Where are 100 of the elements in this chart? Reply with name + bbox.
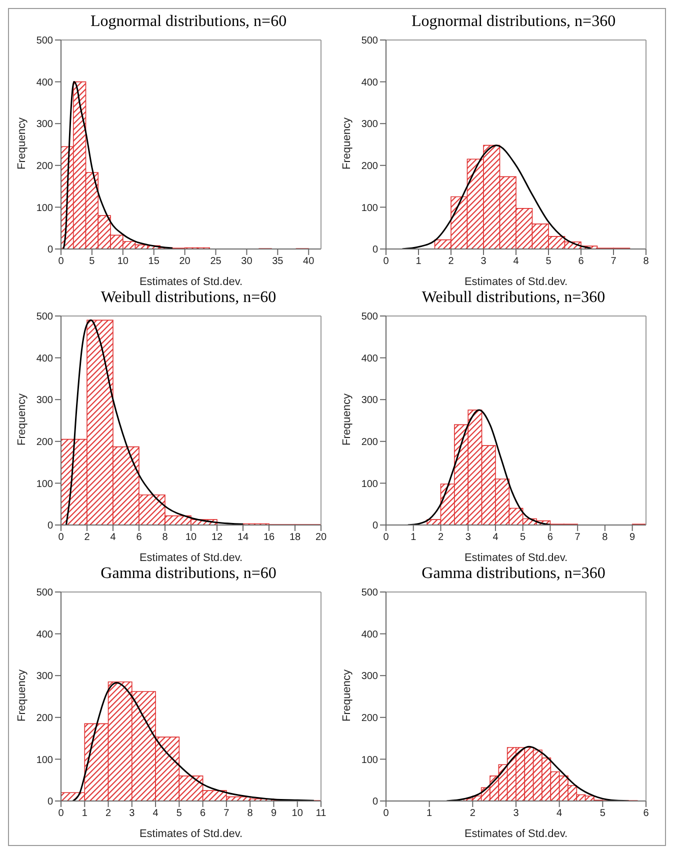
x-tick-label: 7 (574, 532, 581, 544)
x-tick-label: 2 (448, 256, 454, 268)
y-axis-title: Frequency (340, 393, 353, 446)
y-tick-label: 0 (47, 244, 54, 256)
y-tick-label: 0 (47, 520, 54, 532)
y-tick-label: 500 (361, 588, 378, 599)
x-tick-label: 30 (241, 256, 253, 268)
x-tick-label: 0 (383, 532, 390, 544)
y-tick-label: 500 (361, 312, 378, 323)
x-tick-label: 5 (176, 808, 182, 820)
x-axis-title: Estimates of Std.dev. (139, 552, 243, 564)
y-tick-label: 0 (372, 796, 378, 808)
chart-title: Weibull distributions, n=60 (100, 289, 278, 308)
chart-title: Lognormal distributions, n=60 (89, 13, 288, 32)
y-tick-label: 300 (36, 671, 54, 682)
x-tick-label: 10 (117, 256, 129, 268)
y-tick-label: 200 (361, 712, 378, 724)
x-tick-label: 4 (152, 808, 159, 820)
x-tick-label: 6 (200, 808, 206, 820)
y-tick-label: 300 (361, 671, 378, 682)
x-tick-label: 3 (129, 808, 136, 820)
x-tick-label: 4 (513, 256, 520, 268)
x-tick-label: 6 (578, 256, 584, 268)
x-tick-label: 5 (89, 256, 96, 268)
x-tick-label: 2 (105, 808, 112, 820)
y-tick-label: 100 (36, 202, 54, 214)
x-tick-label: 7 (224, 808, 230, 820)
y-tick-label: 200 (361, 160, 378, 172)
x-tick-label: 10 (185, 532, 197, 544)
y-axis-title: Frequency (16, 393, 28, 446)
x-tick-label: 8 (247, 808, 254, 820)
chart-title: Lognormal distributions, n=360 (410, 13, 617, 32)
y-axis-title: Frequency (16, 117, 28, 170)
x-tick-label: 7 (610, 256, 617, 268)
y-tick-label: 300 (36, 395, 54, 406)
y-tick-label: 300 (361, 119, 378, 130)
x-axis-title: Estimates of Std.dev. (464, 276, 568, 288)
x-axis-title: Estimates of Std.dev. (464, 828, 568, 840)
x-tick-label: 11 (316, 808, 327, 820)
x-tick-label: 2 (84, 532, 90, 544)
chart-title: Weibull distributions, n=360 (420, 289, 606, 308)
x-tick-label: 20 (315, 532, 327, 544)
x-tick-label: 0 (383, 808, 390, 820)
y-tick-label: 400 (361, 77, 378, 88)
y-tick-label: 100 (36, 754, 54, 766)
x-tick-label: 8 (162, 532, 168, 544)
y-tick-label: 100 (36, 478, 54, 490)
x-tick-label: 2 (470, 808, 476, 820)
x-tick-label: 3 (465, 532, 472, 544)
x-tick-label: 2 (438, 532, 444, 544)
x-tick-label: 10 (292, 808, 304, 820)
y-tick-label: 400 (36, 77, 54, 88)
y-tick-label: 100 (361, 754, 378, 766)
y-tick-label: 400 (36, 629, 54, 640)
x-tick-label: 14 (237, 532, 249, 544)
chart-title: Gamma distributions, n=360 (420, 565, 606, 584)
y-tick-label: 500 (36, 36, 54, 47)
x-tick-label: 16 (263, 532, 275, 544)
x-tick-label: 15 (148, 256, 160, 268)
x-tick-label: 3 (513, 808, 520, 820)
y-axis-title: Frequency (16, 669, 28, 722)
x-tick-label: 6 (547, 532, 554, 544)
x-tick-label: 9 (630, 532, 636, 544)
y-tick-label: 100 (361, 478, 378, 490)
x-tick-label: 5 (520, 532, 526, 544)
x-tick-label: 25 (210, 256, 222, 268)
y-tick-label: 100 (361, 202, 378, 214)
x-axis-title: Estimates of Std.dev. (139, 828, 243, 840)
x-tick-label: 4 (492, 532, 499, 544)
x-tick-label: 6 (643, 808, 650, 820)
x-tick-label: 0 (58, 256, 64, 268)
y-tick-label: 0 (372, 520, 378, 532)
y-tick-label: 500 (36, 312, 54, 323)
x-tick-label: 5 (546, 256, 552, 268)
y-tick-label: 500 (36, 588, 54, 599)
x-tick-label: 20 (179, 256, 191, 268)
x-tick-label: 12 (211, 532, 223, 544)
x-axis-title: Estimates of Std.dev. (464, 552, 568, 564)
x-tick-label: 1 (416, 256, 422, 268)
y-tick-label: 0 (372, 244, 378, 256)
y-tick-label: 300 (361, 395, 378, 406)
x-tick-label: 1 (82, 808, 88, 820)
x-tick-label: 18 (289, 532, 301, 544)
chart-title: Gamma distributions, n=60 (100, 565, 278, 584)
y-tick-label: 200 (36, 160, 54, 172)
x-tick-label: 8 (643, 256, 650, 268)
y-tick-label: 300 (36, 119, 54, 130)
x-tick-label: 1 (426, 808, 433, 820)
x-tick-label: 1 (410, 532, 417, 544)
y-axis-title: Frequency (340, 117, 353, 170)
x-tick-label: 35 (272, 256, 284, 268)
y-tick-label: 500 (361, 36, 378, 47)
y-axis-title: Frequency (340, 669, 353, 722)
x-axis-title: Estimates of Std.dev. (139, 276, 243, 288)
x-tick-label: 0 (383, 256, 390, 268)
y-tick-label: 200 (361, 436, 378, 448)
y-tick-label: 400 (361, 353, 378, 364)
x-tick-label: 40 (303, 256, 315, 268)
y-tick-label: 0 (47, 796, 54, 808)
y-tick-label: 200 (36, 436, 54, 448)
